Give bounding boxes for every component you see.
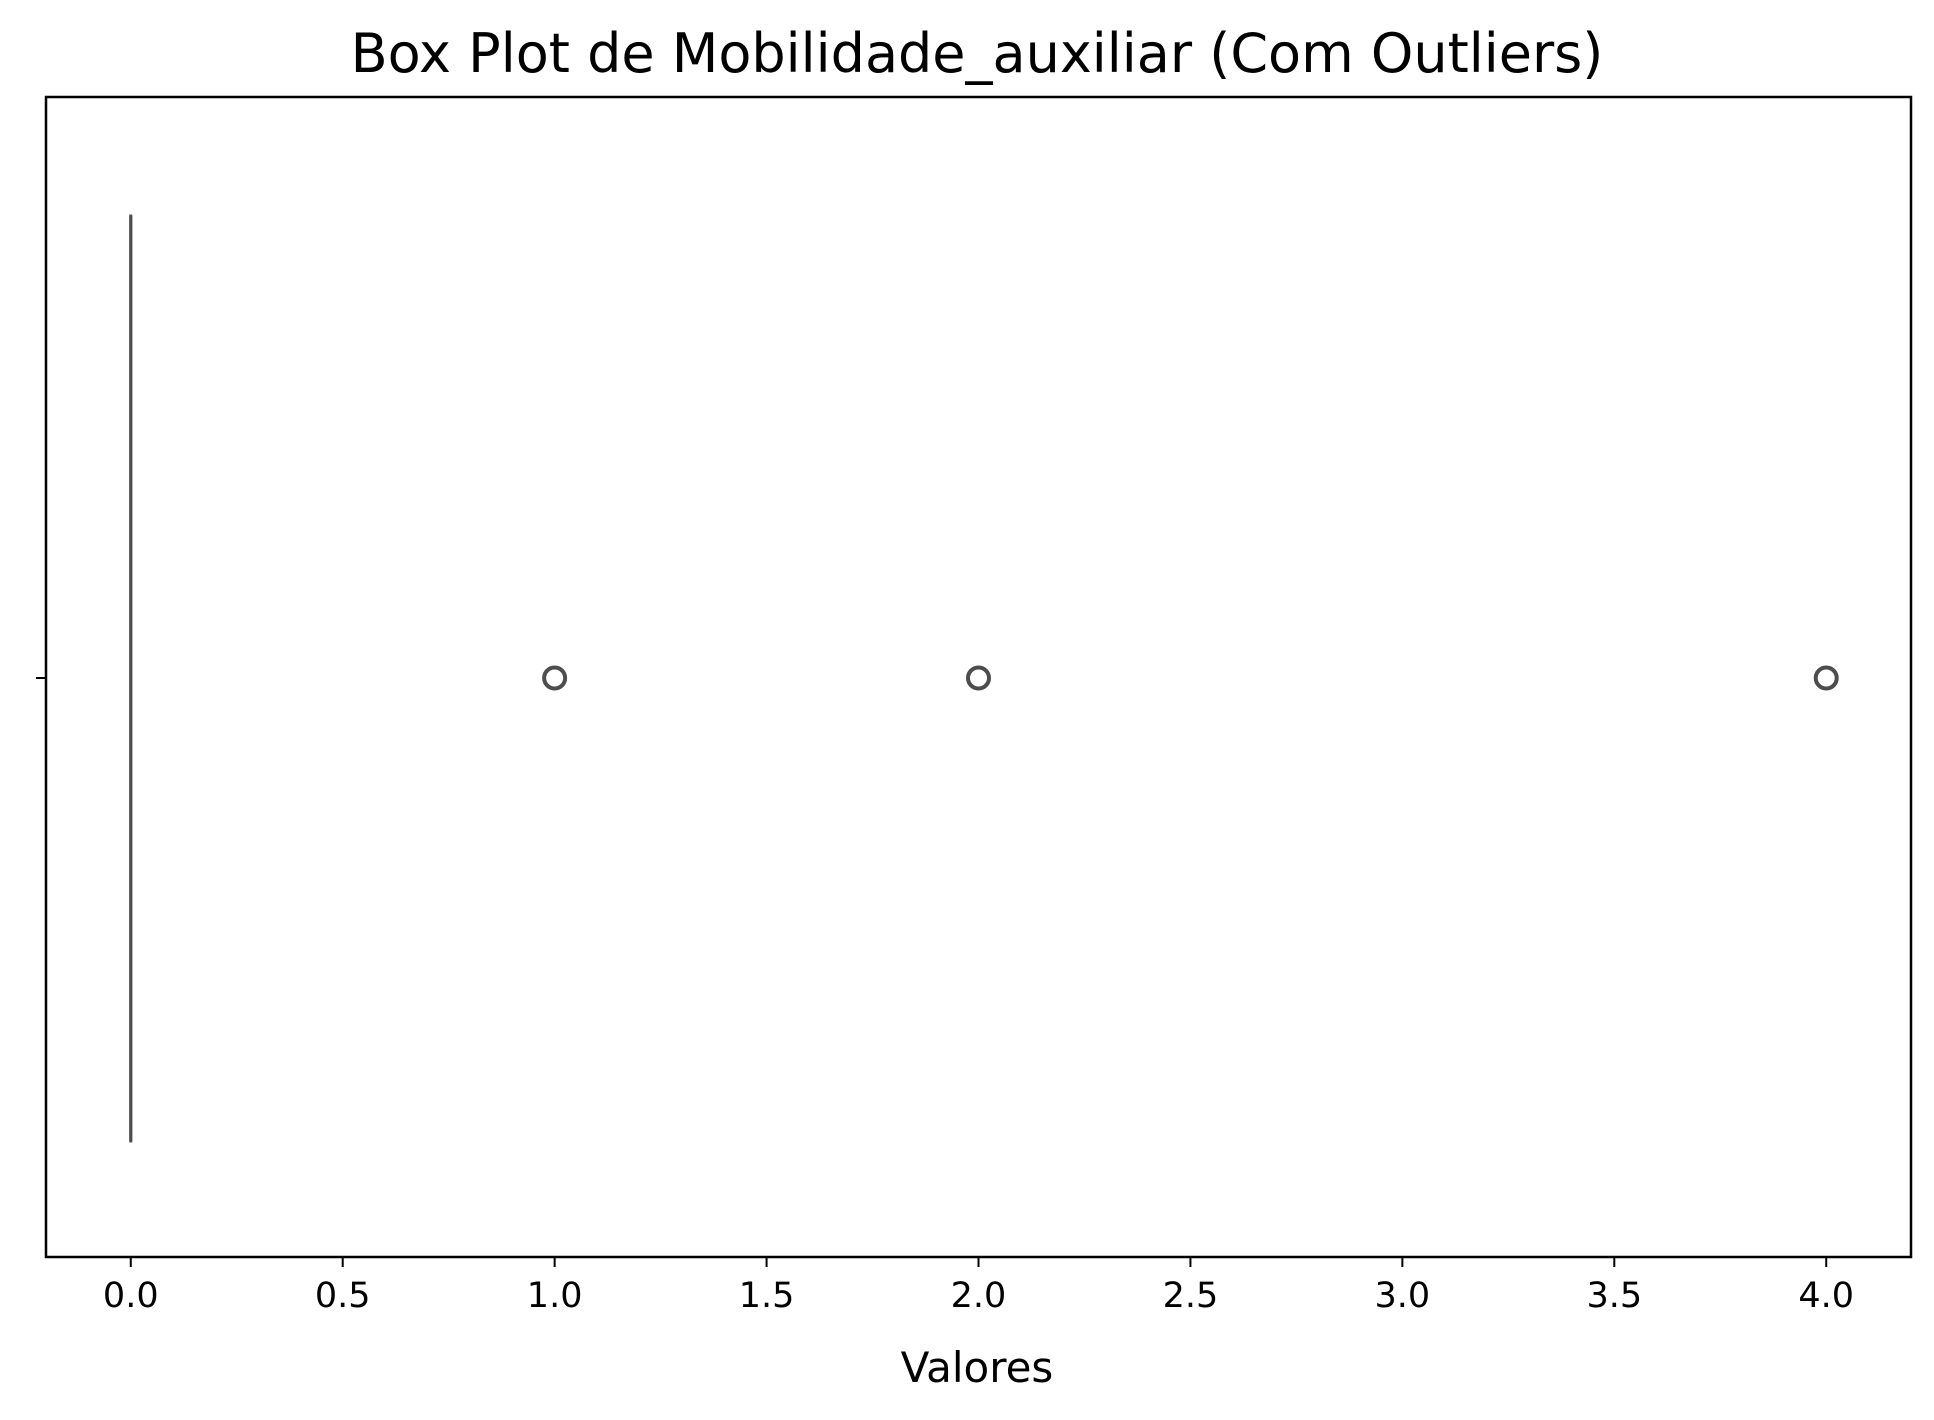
x-tick-label: 2.0 bbox=[951, 1276, 1007, 1316]
x-tick-label: 3.0 bbox=[1375, 1276, 1431, 1316]
outlier-point bbox=[542, 665, 568, 691]
outlier-point bbox=[1813, 665, 1839, 691]
outlier-point bbox=[966, 665, 991, 691]
x-tick-label: 3.5 bbox=[1586, 1276, 1642, 1316]
x-tick-label: 0.0 bbox=[103, 1276, 159, 1316]
x-tick-label: 4.0 bbox=[1798, 1276, 1854, 1316]
plot-area bbox=[129, 214, 1839, 1143]
x-axis-label: Valores bbox=[901, 1343, 1054, 1392]
x-tick-label: 0.5 bbox=[315, 1276, 371, 1316]
x-tick-label: 1.0 bbox=[527, 1276, 583, 1316]
x-tick-label: 1.5 bbox=[739, 1276, 795, 1316]
axes-frame bbox=[44, 95, 1913, 1259]
x-axis: 0.0 0.5 1.0 1.5 2.0 2.5 3.0 3.5 4.0 bbox=[36, 677, 1854, 1316]
chart-title: Box Plot de Mobilidade_auxiliar (Com Out… bbox=[351, 22, 1604, 85]
x-tick-label: 2.5 bbox=[1163, 1276, 1219, 1316]
